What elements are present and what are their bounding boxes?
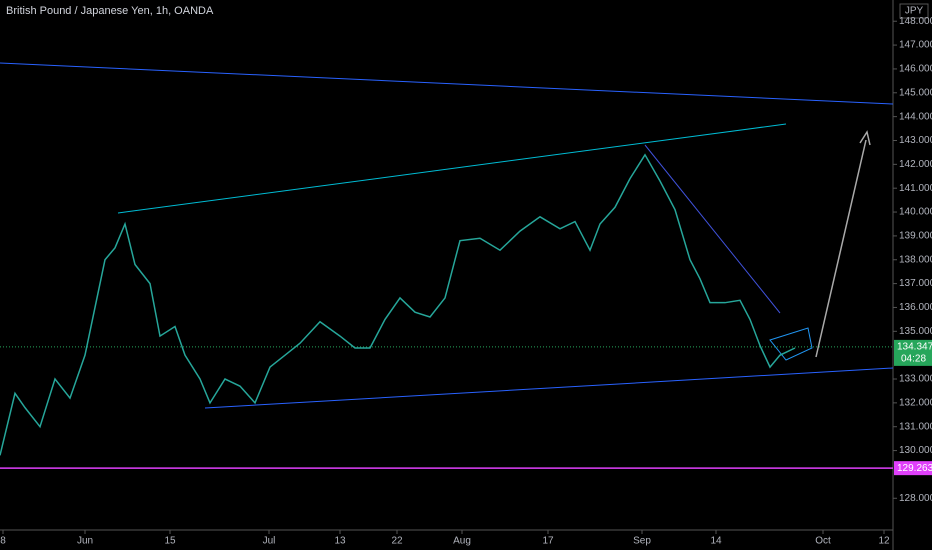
price-label-bg xyxy=(894,339,932,366)
x-tick-label: 14 xyxy=(710,536,722,547)
x-tick-label: 8 xyxy=(0,536,6,547)
drawings xyxy=(0,62,894,409)
y-tick-label: 143.000 xyxy=(899,135,932,146)
x-tick-label: Sep xyxy=(633,536,651,547)
y-tick-label: 147.000 xyxy=(899,40,932,51)
trendline xyxy=(0,62,894,105)
y-tick-label: 146.000 xyxy=(899,64,932,75)
y-tick-label: 142.000 xyxy=(899,159,932,170)
x-tick-label: 12 xyxy=(878,536,890,547)
trendline xyxy=(204,367,894,409)
trendline xyxy=(117,123,787,214)
x-tick-label: 17 xyxy=(542,536,554,547)
y-tick-label: 139.000 xyxy=(899,231,932,242)
y-tick-label: 141.000 xyxy=(899,183,932,194)
x-tick-label: Jul xyxy=(263,536,276,547)
trendline xyxy=(644,144,781,314)
arrow xyxy=(815,139,867,358)
y-tick-label: 136.000 xyxy=(899,302,932,313)
price-label: 134.347 xyxy=(897,342,932,353)
x-tick-label: 15 xyxy=(164,536,176,547)
support-label-bg xyxy=(894,461,932,476)
x-tick-label: Aug xyxy=(453,536,471,547)
x-tick-label: 13 xyxy=(334,536,346,547)
arrow-head xyxy=(859,130,871,146)
y-tick-label: 132.000 xyxy=(899,398,932,409)
y-tick-label: 133.000 xyxy=(899,374,932,385)
x-tick-label: Oct xyxy=(815,536,831,547)
y-tick-label: 144.000 xyxy=(899,111,932,122)
price-line-series xyxy=(0,153,796,456)
y-tick-label: 135.000 xyxy=(899,326,932,337)
y-tick-label: 128.000 xyxy=(899,493,932,504)
currency: JPY xyxy=(905,6,924,17)
x-tick-label: Jun xyxy=(77,536,93,547)
y-tick-label: 131.000 xyxy=(899,421,932,432)
flag xyxy=(769,327,813,361)
countdown: 04:28 xyxy=(901,354,926,365)
support-label: 129.263 xyxy=(897,463,932,474)
y-tick-label: 145.000 xyxy=(899,87,932,98)
y-tick-label: 148.000 xyxy=(899,16,932,27)
y-tick-label: 138.000 xyxy=(899,254,932,265)
chart-title: British Pound / Japanese Yen, 1h, OANDA xyxy=(6,5,214,17)
x-tick-label: 22 xyxy=(391,536,403,547)
currency-box xyxy=(899,3,929,19)
y-tick-label: 137.000 xyxy=(899,278,932,289)
y-tick-label: 130.000 xyxy=(899,445,932,456)
y-tick-label: 140.000 xyxy=(899,207,932,218)
